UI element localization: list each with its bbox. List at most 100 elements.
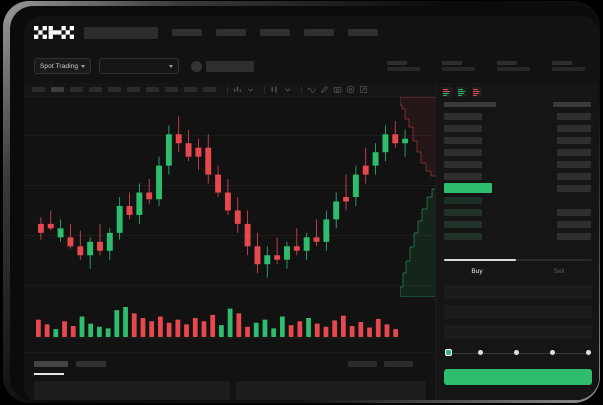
orderbook-bid-row[interactable] — [436, 206, 599, 218]
orderbook-scrollbar-track[interactable] — [444, 259, 592, 261]
stat-value — [497, 67, 530, 72]
order-total-field[interactable] — [444, 325, 592, 339]
nav-item-5[interactable] — [348, 29, 378, 36]
timeframe-10[interactable] — [203, 87, 216, 92]
toolbar-divider-2 — [264, 85, 265, 94]
buy-sell-tabs: Buy Sell — [436, 264, 599, 280]
timeframe-2[interactable] — [51, 87, 64, 92]
stat-item — [497, 60, 530, 72]
stat-label — [497, 60, 517, 65]
order-panel: Buy Sell — [435, 83, 599, 400]
orderbook-column-headers — [436, 98, 599, 110]
timeframe-5[interactable] — [108, 87, 121, 92]
timeframe-3[interactable] — [70, 87, 83, 92]
orderbook-scrollbar-thumb[interactable] — [444, 259, 516, 261]
bottom-action-2[interactable] — [384, 361, 413, 367]
pair-avatar — [191, 60, 203, 72]
okx-logo[interactable] — [34, 26, 74, 39]
bottom-action-1[interactable] — [348, 361, 377, 367]
timeframe-9[interactable] — [184, 87, 197, 92]
bottom-panel-left[interactable] — [34, 381, 230, 400]
percent-step-100[interactable] — [586, 350, 591, 355]
orderbook-mode-both-icon[interactable] — [442, 87, 452, 97]
percent-step-50[interactable] — [514, 350, 519, 355]
percent-slider[interactable] — [444, 349, 592, 357]
volume-chart — [24, 297, 435, 352]
depth-chart-svg — [400, 97, 442, 297]
device-frame: Spot Trading — [3, 1, 600, 403]
stat-item — [387, 60, 420, 72]
wave-icon[interactable] — [307, 85, 316, 94]
chart-type-icon[interactable] — [270, 85, 279, 94]
bottom-panel-right[interactable] — [236, 381, 426, 400]
tab-order-history[interactable] — [76, 361, 106, 367]
device-bezel: Spot Trading — [10, 6, 599, 400]
tab-sell[interactable]: Sell — [553, 268, 565, 275]
toolbar-divider — [227, 85, 228, 94]
orderbook-mode-asks-icon[interactable] — [472, 87, 482, 97]
search-input[interactable] — [84, 26, 158, 39]
orderbook-bid-row[interactable] — [436, 194, 599, 206]
gridline — [24, 285, 435, 286]
stat-value — [387, 67, 420, 72]
submit-buy-button[interactable] — [444, 369, 592, 385]
order-amount-field[interactable] — [444, 305, 592, 319]
app-screen: Spot Trading — [24, 16, 599, 400]
active-tab-underline — [34, 373, 64, 375]
stat-value — [442, 67, 475, 72]
gridline — [24, 135, 435, 136]
timeframe-7[interactable] — [146, 87, 159, 92]
orderbook-header-amount — [553, 102, 591, 107]
stat-label — [387, 60, 407, 65]
timeframe-8[interactable] — [165, 87, 178, 92]
nav-item-1[interactable] — [172, 29, 202, 36]
nav-item-2[interactable] — [216, 29, 246, 36]
orderbook-last-price-row — [436, 182, 599, 194]
chevron-down-icon-pair — [169, 64, 174, 68]
ticker-stats — [387, 60, 589, 72]
app-header — [24, 16, 599, 49]
percent-step-25[interactable] — [478, 350, 483, 355]
indicator-icon[interactable] — [233, 85, 242, 94]
candlestick-series — [37, 116, 409, 278]
pair-selector[interactable] — [99, 58, 180, 74]
orderbook-ask-row[interactable] — [436, 170, 599, 182]
nav-item-4[interactable] — [304, 29, 334, 36]
nav-item-3[interactable] — [260, 29, 290, 36]
orderbook-ask-row[interactable] — [436, 158, 599, 170]
chevron-down-icon — [81, 64, 86, 68]
percent-step-0[interactable] — [445, 349, 452, 356]
timeframe-4[interactable] — [89, 87, 102, 92]
tab-buy[interactable]: Buy — [471, 268, 483, 275]
header-nav — [172, 29, 378, 36]
orderbook-ask-row[interactable] — [436, 122, 599, 134]
stat-label — [442, 60, 462, 65]
chevron-down-icon-2[interactable] — [283, 85, 292, 94]
chevron-down-icon[interactable] — [246, 85, 255, 94]
orderbook-ask-row[interactable] — [436, 134, 599, 146]
stat-label — [552, 60, 572, 65]
volume-series — [36, 307, 402, 339]
tab-open-orders[interactable] — [34, 361, 68, 367]
gridline — [24, 235, 435, 236]
bottom-panel — [24, 352, 435, 400]
orderbook-mode-bids-icon[interactable] — [457, 87, 467, 97]
orderbook-bid-row[interactable] — [436, 218, 599, 230]
orderbook-ask-row[interactable] — [436, 146, 599, 158]
order-price-field[interactable] — [444, 285, 592, 299]
okx-logo-icon — [34, 26, 74, 39]
settings-circle-icon[interactable] — [346, 85, 355, 94]
orderbook-header-price — [444, 102, 496, 107]
pencil-icon[interactable] — [320, 85, 329, 94]
price-chart[interactable] — [24, 97, 435, 297]
percent-step-75[interactable] — [550, 350, 555, 355]
fullscreen-icon[interactable] — [359, 85, 368, 94]
stat-value — [552, 67, 585, 72]
camera-icon[interactable] — [333, 85, 342, 94]
orderbook-ask-row[interactable] — [436, 110, 599, 122]
timeframe-6[interactable] — [127, 87, 140, 92]
gridline — [24, 185, 435, 186]
orderbook-bid-row[interactable] — [436, 230, 599, 242]
timeframe-1[interactable] — [32, 87, 45, 92]
spot-trading-dropdown[interactable]: Spot Trading — [34, 58, 92, 74]
